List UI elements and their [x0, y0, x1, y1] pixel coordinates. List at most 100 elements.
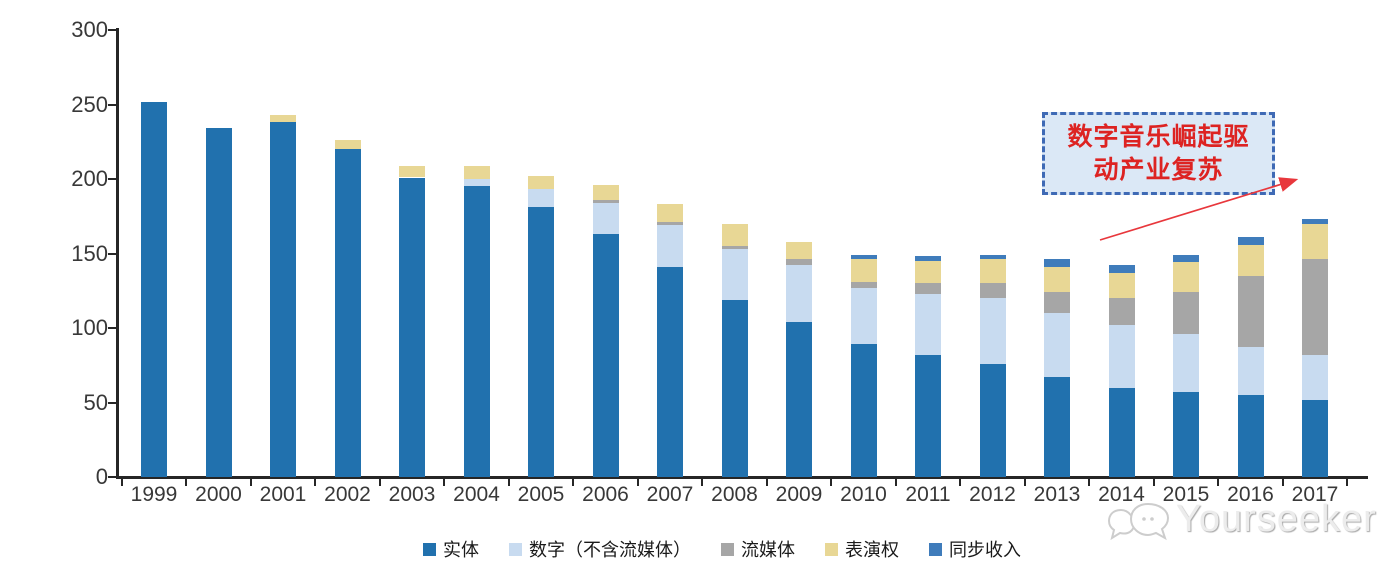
y-axis-tick-label: 300	[71, 17, 108, 42]
bar-segment-表演权-2016	[1237, 244, 1264, 276]
bar-segment-数字（不含流媒体）-2017	[1302, 354, 1328, 400]
x-tick-mark	[1152, 479, 1155, 486]
bar-segment-实体-2002	[334, 149, 361, 477]
bar-segment-实体-2014	[1108, 387, 1135, 477]
bar-segment-数字（不含流媒体）-2015	[1173, 333, 1199, 393]
bar-segment-表演权-2004	[463, 165, 490, 179]
y-tick-mark	[108, 252, 117, 255]
bar-segment-实体-2006	[592, 234, 619, 477]
x-axis-label: 1999	[130, 483, 178, 506]
bar-segment-数字（不含流媒体）-2010	[850, 287, 877, 345]
bar-segment-实体-2000	[205, 128, 232, 477]
bar-segment-同步收入-2016	[1237, 237, 1264, 245]
legend-swatch	[721, 542, 734, 556]
x-axis-label: 2007	[646, 483, 694, 506]
x-tick-mark	[830, 479, 833, 486]
bar-segment-数字（不含流媒体）-2014	[1108, 325, 1135, 388]
bar-segment-实体-2011	[915, 354, 941, 477]
bar-segment-流媒体-2014	[1108, 298, 1135, 325]
bar-segment-表演权-2003	[399, 165, 425, 178]
bar-segment-实体-2008	[721, 299, 748, 477]
bar-segment-流媒体-2012	[979, 283, 1006, 299]
legend-swatch	[929, 542, 942, 556]
x-axis-label: 2000	[195, 483, 242, 506]
legend-item: 流媒体	[721, 536, 795, 562]
bar-segment-流媒体-2008	[721, 246, 748, 250]
legend-label: 数字（不含流媒体）	[529, 540, 691, 560]
bar-segment-表演权-2014	[1108, 272, 1135, 299]
x-axis-label: 2016	[1227, 483, 1274, 506]
x-tick-mark	[185, 479, 188, 486]
bar-segment-表演权-2007	[657, 204, 683, 223]
x-axis-line	[116, 476, 1368, 479]
bar-segment-数字（不含流媒体）-2016	[1237, 347, 1264, 396]
bar-segment-表演权-2006	[592, 184, 619, 200]
bar-segment-流媒体-2006	[592, 199, 619, 203]
x-axis-label: 2002	[324, 483, 371, 506]
legend: 实体 数字（不含流媒体） 流媒体 表演权 同步收入	[0, 536, 1398, 562]
legend-swatch	[423, 542, 436, 556]
x-axis-label: 2015	[1162, 483, 1210, 506]
bar-segment-表演权-2001	[270, 114, 296, 123]
y-axis-tick-label: 0	[95, 464, 108, 489]
bar-segment-数字（不含流媒体）-2008	[721, 249, 748, 300]
bar-segment-同步收入-2012	[979, 254, 1006, 260]
x-tick-mark	[443, 479, 446, 486]
x-tick-mark	[378, 479, 381, 486]
bar-segment-数字（不含流媒体）-2011	[915, 293, 941, 355]
legend-label: 表演权	[845, 540, 899, 560]
bar-segment-同步收入-2014	[1108, 265, 1135, 273]
x-tick-mark	[1217, 479, 1220, 486]
x-tick-mark	[765, 479, 768, 486]
bar-segment-实体-2010	[850, 344, 877, 477]
bar-segment-实体-2007	[657, 266, 683, 477]
y-tick-mark	[108, 476, 117, 478]
bar-segment-数字（不含流媒体）-2009	[786, 265, 812, 323]
bar-segment-同步收入-2017	[1302, 219, 1328, 224]
bar-segment-表演权-2017	[1302, 223, 1328, 260]
x-axis-label: 2003	[388, 483, 436, 506]
legend-swatch	[825, 542, 838, 556]
bar-segment-表演权-2013	[1044, 266, 1070, 293]
bar-segment-流媒体-2011	[915, 283, 941, 294]
x-axis-label: 2010	[840, 483, 887, 506]
y-axis-tick-label: 50	[83, 389, 108, 415]
bar-segment-同步收入-2015	[1173, 254, 1199, 263]
x-axis-label: 2011	[905, 483, 951, 506]
y-axis-tick-label: 150	[71, 240, 108, 266]
y-axis-line	[116, 28, 119, 479]
legend-item: 实体	[423, 536, 479, 562]
x-axis-label: 2005	[517, 483, 565, 506]
bar-segment-实体-2003	[399, 177, 425, 477]
y-tick-mark	[108, 178, 117, 180]
x-tick-mark	[636, 479, 639, 486]
y-axis-tick-label: 250	[71, 91, 108, 117]
bar-segment-表演权-2015	[1173, 262, 1199, 293]
bar-segment-数字（不含流媒体）-2012	[979, 298, 1006, 364]
bar-segment-实体-2004	[463, 186, 490, 477]
legend-item: 表演权	[825, 536, 899, 562]
legend-swatch	[509, 542, 522, 556]
x-tick-mark	[507, 479, 510, 486]
bar-segment-流媒体-2007	[657, 222, 683, 226]
y-axis-tick-label: 200	[71, 166, 108, 191]
x-axis-label: 2013	[1033, 483, 1081, 506]
x-tick-mark	[1088, 479, 1091, 486]
bar-segment-表演权-2009	[786, 241, 812, 260]
legend-item: 数字（不含流媒体）	[509, 536, 691, 562]
y-tick-mark	[108, 103, 117, 106]
bar-segment-表演权-2005	[528, 176, 554, 190]
legend-item: 同步收入	[929, 536, 1021, 562]
bar-segment-实体-2009	[786, 322, 812, 477]
annotation-text-line1: 数字音乐崛起驱	[1067, 123, 1250, 151]
bar-segment-同步收入-2013	[1044, 259, 1070, 267]
bar-segment-实体-2016	[1237, 395, 1264, 477]
bar-segment-数字（不含流媒体）-2013	[1044, 313, 1070, 378]
x-tick-mark	[120, 479, 123, 486]
bar-segment-流媒体-2017	[1302, 259, 1328, 355]
bar-segment-实体-2017	[1302, 399, 1328, 477]
bar-segment-数字（不含流媒体）-2004	[463, 179, 490, 187]
bar-segment-同步收入-2011	[915, 256, 941, 261]
bar-segment-流媒体-2016	[1237, 275, 1264, 348]
